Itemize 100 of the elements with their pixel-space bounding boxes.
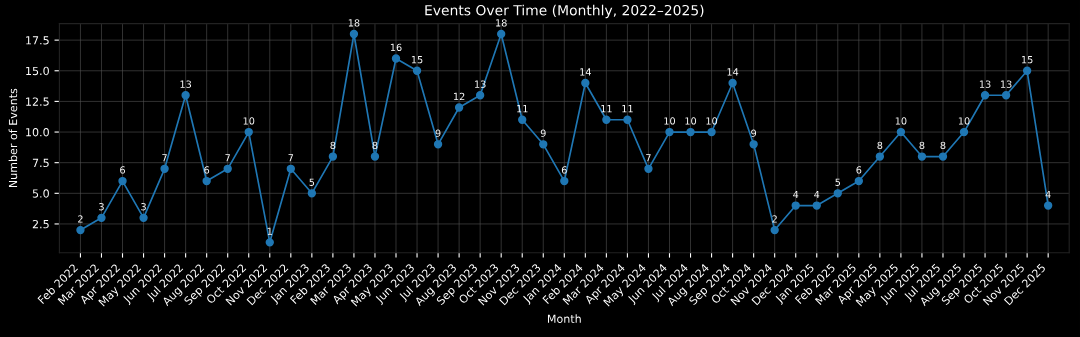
- point: [391, 54, 401, 63]
- point: [1043, 201, 1053, 210]
- data-label: 15: [411, 56, 423, 64]
- point: [980, 91, 990, 100]
- data-label: 6: [120, 166, 125, 174]
- chart-title: Events Over Time (Monthly, 2022–2025): [425, 4, 704, 19]
- point: [707, 127, 716, 137]
- point: [875, 152, 885, 161]
- data-label: 8: [919, 141, 925, 150]
- point: [833, 189, 842, 198]
- point: [328, 152, 338, 161]
- y-tick-label: 17.5: [26, 36, 49, 45]
- point: [770, 225, 779, 235]
- point: [791, 201, 800, 210]
- point: [223, 164, 232, 173]
- point: [265, 238, 274, 247]
- point: [539, 140, 548, 149]
- data-label: 7: [288, 154, 294, 162]
- point: [412, 66, 422, 75]
- data-label: 7: [646, 154, 651, 162]
- point: [244, 127, 253, 137]
- point: [307, 189, 317, 198]
- data-label: 7: [225, 154, 230, 162]
- y-tick-label: 7.5: [32, 158, 49, 168]
- data-label: 9: [751, 129, 757, 137]
- point: [76, 225, 85, 235]
- point: [202, 176, 211, 186]
- data-label: 8: [330, 141, 336, 150]
- data-label: 13: [979, 80, 991, 88]
- point: [518, 115, 527, 124]
- point: [917, 152, 927, 161]
- point: [665, 127, 674, 137]
- point: [560, 176, 569, 186]
- point: [475, 91, 485, 100]
- point: [686, 127, 695, 137]
- point: [1001, 91, 1011, 100]
- point: [959, 127, 969, 137]
- data-label: 9: [540, 129, 546, 137]
- data-label: 9: [435, 129, 441, 137]
- data-label: 13: [1000, 80, 1012, 88]
- data-label: 12: [453, 92, 465, 100]
- point: [370, 152, 380, 161]
- y-tick-label: 2.5: [32, 219, 49, 229]
- data-label: 10: [664, 117, 676, 125]
- y-axis-title: Number of Events: [8, 88, 18, 188]
- point: [454, 103, 464, 112]
- point: [749, 140, 758, 149]
- data-label: 10: [958, 117, 970, 125]
- data-label: 7: [162, 154, 167, 162]
- point: [286, 164, 295, 173]
- point: [497, 29, 506, 39]
- point: [139, 213, 148, 222]
- point: [118, 176, 127, 186]
- y-tick-label: 5.0: [32, 189, 49, 198]
- y-tick-label: 10.0: [26, 128, 49, 137]
- point: [581, 78, 590, 88]
- data-label: 15: [1022, 56, 1033, 64]
- data-label: 5: [309, 178, 315, 186]
- point: [97, 213, 106, 222]
- data-label: 14: [727, 68, 739, 76]
- data-label: 6: [204, 166, 210, 174]
- data-label: 14: [580, 68, 591, 76]
- point: [812, 201, 821, 210]
- data-label: 6: [856, 166, 862, 174]
- data-label: 8: [877, 141, 883, 150]
- y-tick-label: 15.0: [26, 66, 49, 76]
- data-label: 11: [601, 105, 612, 113]
- point: [644, 164, 653, 173]
- point: [938, 152, 948, 161]
- data-label: 4: [793, 190, 799, 198]
- point: [349, 29, 359, 39]
- data-label: 5: [835, 178, 841, 186]
- point: [181, 91, 190, 100]
- data-label: 16: [390, 43, 402, 52]
- data-label: 6: [561, 166, 567, 174]
- data-label: 10: [895, 117, 907, 125]
- data-label: 11: [622, 105, 633, 113]
- data-label: 3: [99, 203, 104, 211]
- point: [602, 115, 611, 124]
- data-label: 18: [496, 19, 507, 27]
- data-label: 3: [141, 203, 146, 211]
- point: [433, 140, 443, 149]
- data-label: 13: [180, 80, 192, 88]
- y-tick-label: 12.5: [26, 97, 49, 106]
- data-label: 8: [372, 141, 378, 150]
- data-label: 10: [685, 117, 697, 125]
- point: [623, 115, 632, 124]
- x-axis-title: Month: [547, 314, 581, 323]
- data-label: 4: [814, 190, 820, 198]
- point: [728, 78, 737, 88]
- data-label: 10: [243, 117, 255, 125]
- point: [896, 127, 906, 137]
- data-label: 2: [772, 215, 777, 223]
- data-label: 2: [78, 215, 83, 223]
- data-label: 18: [348, 19, 360, 27]
- point: [854, 176, 863, 186]
- point: [1022, 66, 1032, 75]
- data-label: 1: [267, 227, 272, 235]
- point: [160, 164, 169, 173]
- data-label: 8: [940, 141, 946, 150]
